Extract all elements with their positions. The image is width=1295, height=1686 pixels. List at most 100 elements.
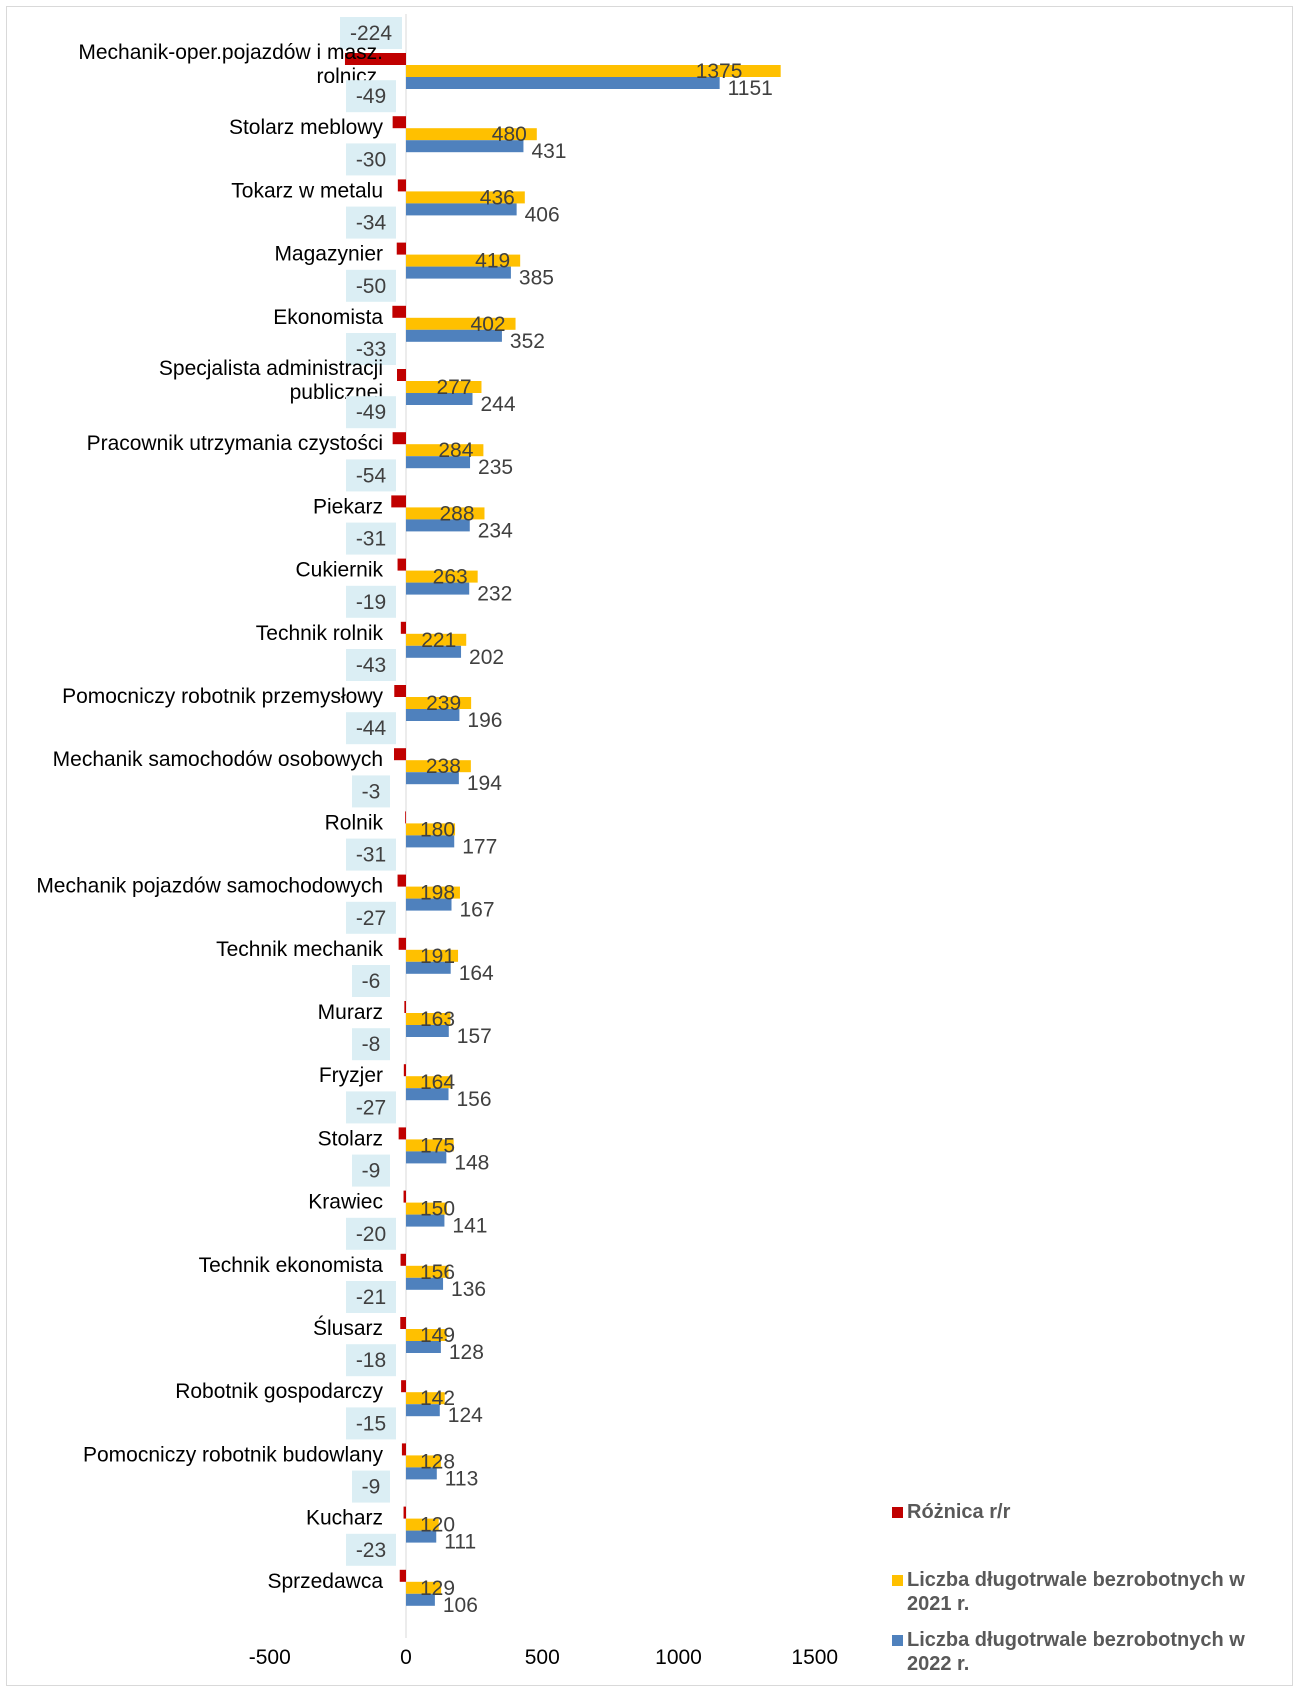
data-label-2022: 128 <box>449 1341 484 1364</box>
data-label-roznica: -21 <box>356 1286 386 1309</box>
data-label-2022: 431 <box>531 140 566 163</box>
data-label-bg-roznica <box>346 522 396 555</box>
bar-2022 <box>406 1404 440 1417</box>
bar-2022 <box>406 709 460 721</box>
data-label-2021: 198 <box>420 882 455 905</box>
data-label-2022: 177 <box>462 835 497 858</box>
data-label-roznica: -9 <box>362 1476 381 1499</box>
bar-roznica <box>401 1443 406 1456</box>
data-label-bg-roznica <box>346 1217 396 1250</box>
data-label-roznica: -31 <box>356 528 386 551</box>
bar-2021 <box>406 507 485 520</box>
data-label-2022: 1151 <box>728 77 773 100</box>
data-label-bg-roznica <box>346 1407 396 1440</box>
data-label-roznica: -34 <box>356 212 387 235</box>
data-label-roznica: -3 <box>362 780 381 803</box>
data-label-2021: 142 <box>420 1387 455 1410</box>
bar-2022 <box>406 772 459 785</box>
bar-roznica <box>344 53 406 65</box>
bar-roznica <box>405 811 406 824</box>
category-label-line: Tokarz w metalu <box>231 179 383 202</box>
legend-item-2022: Liczba długotrwale bezrobotnych w 2022 r… <box>892 1628 1287 1676</box>
category-label-line: Mechanik samochodów osobowych <box>53 748 383 771</box>
category-label: Mechanik samochodów osobowych <box>53 748 383 771</box>
data-label-2021: 120 <box>420 1514 455 1537</box>
data-label-2022: 385 <box>519 267 554 290</box>
bar-2022 <box>406 140 524 153</box>
data-label-bg-roznica <box>346 585 396 618</box>
data-label-bg-roznica <box>346 269 396 302</box>
bar-2021 <box>406 1265 449 1278</box>
data-label-2022: 113 <box>445 1467 478 1490</box>
data-label-bg-roznica <box>346 649 396 681</box>
data-label-bg-roznica <box>352 1028 390 1061</box>
category-label: Murarz <box>318 1001 383 1024</box>
data-label-bg-roznica <box>352 1470 390 1503</box>
category-label: Cukiernik <box>295 559 383 582</box>
data-label-bg-roznica <box>346 396 396 429</box>
category-label: Ślusarz <box>313 1316 383 1340</box>
data-label-2021: 239 <box>426 692 461 715</box>
bar-roznica <box>394 685 406 697</box>
data-label-bg-roznica <box>346 1091 396 1124</box>
bar-2021 <box>406 381 482 393</box>
category-label-line: Pomocniczy robotnik budowlany <box>83 1443 383 1466</box>
data-label-2022: 136 <box>451 1278 486 1301</box>
data-label-bg-roznica <box>346 333 396 365</box>
bar-roznica <box>403 1190 406 1203</box>
bar-2022 <box>406 77 720 89</box>
bar-roznica <box>403 1064 406 1077</box>
legend-swatch-2022 <box>892 1635 903 1646</box>
bar-2021 <box>406 1329 447 1341</box>
bar-roznica <box>397 874 406 887</box>
data-label-roznica: -9 <box>362 1160 381 1183</box>
data-label-roznica: -44 <box>356 717 387 740</box>
data-label-2022: 148 <box>454 1151 489 1174</box>
data-label-2021: 221 <box>421 629 456 652</box>
category-label-line: Technik ekonomista <box>199 1254 384 1277</box>
bar-roznica <box>392 116 406 129</box>
category-label-line: Krawiec <box>308 1191 383 1214</box>
bar-2022 <box>406 329 502 342</box>
bar-roznica <box>394 748 406 761</box>
bar-roznica <box>398 937 406 950</box>
bar-roznica <box>403 1506 406 1519</box>
data-label-bg-roznica <box>352 965 390 997</box>
bar-roznica <box>400 1253 406 1266</box>
data-label-2021: 156 <box>420 1261 455 1284</box>
data-label-2022: 167 <box>460 899 495 922</box>
category-label-line: Stolarz <box>318 1127 383 1150</box>
data-label-2021: 191 <box>420 945 455 968</box>
x-tick-label: 500 <box>525 1646 560 1669</box>
data-label-roznica: -50 <box>356 275 386 298</box>
bar-roznica <box>400 1317 406 1329</box>
bar-2022 <box>406 1277 444 1290</box>
data-label-bg-roznica <box>346 838 396 871</box>
bar-roznica <box>398 1127 406 1140</box>
category-label: Pracownik utrzymania czystości <box>87 432 383 455</box>
bar-2022 <box>406 645 462 658</box>
bar-2021 <box>406 444 484 457</box>
data-label-bg-roznica <box>352 775 390 808</box>
category-label: Specjalista administracji publicznej <box>159 357 383 404</box>
legend-label-2022: Liczba długotrwale bezrobotnych w 2022 r… <box>907 1629 1245 1675</box>
bar-2021 <box>406 760 471 773</box>
x-tick-label: -500 <box>249 1646 291 1669</box>
data-label-roznica: -27 <box>356 907 386 930</box>
category-label-line: Mechanik pojazdów samochodowych <box>36 875 383 898</box>
data-label-roznica: -15 <box>356 1412 386 1435</box>
bar-2021 <box>406 1581 442 1594</box>
data-label-bg-roznica <box>346 459 396 492</box>
data-label-roznica: -19 <box>356 591 386 614</box>
data-label-2021: 164 <box>420 1071 455 1094</box>
category-label: Technik rolnik <box>256 622 384 645</box>
bar-2021 <box>406 949 459 962</box>
bar-2022 <box>406 266 511 279</box>
x-tick-label: 0 <box>400 1646 412 1669</box>
category-label-line: Piekarz <box>313 495 383 518</box>
category-label: Rolnik <box>325 811 384 834</box>
data-label-roznica: -33 <box>356 338 386 361</box>
bar-roznica <box>391 495 406 508</box>
category-label-line: Cukiernik <box>295 559 383 582</box>
data-label-2021: 175 <box>420 1134 455 1157</box>
